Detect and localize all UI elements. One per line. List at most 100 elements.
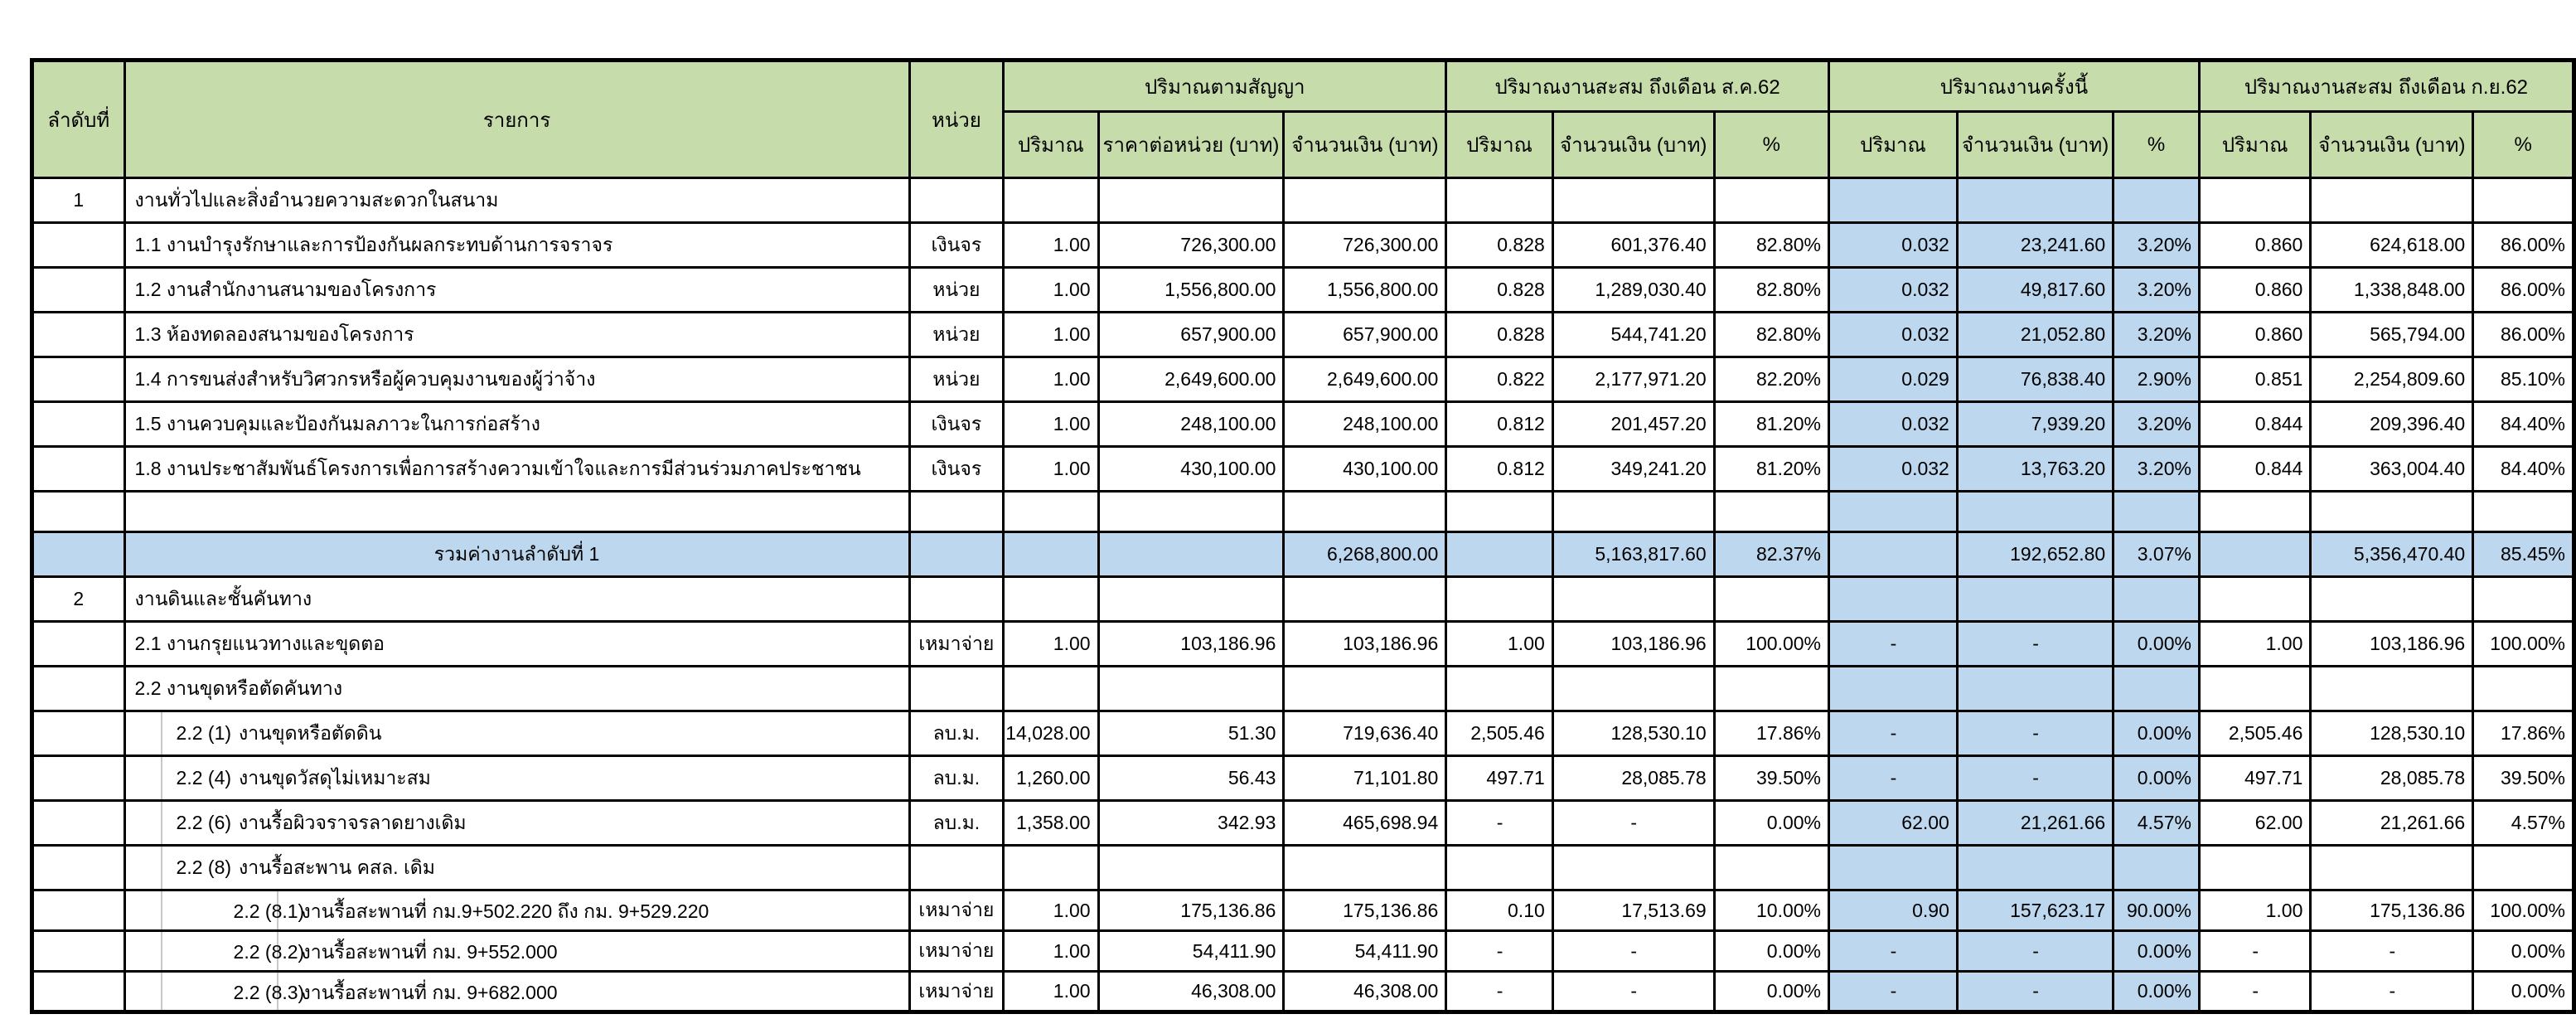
cell-amount_sep: - xyxy=(2309,970,2475,1013)
item-cell: 2.2 งานขุดหรือตัดคันทาง xyxy=(123,665,911,712)
item-label: 2.1 งานกรุยแนวทางและขุดตอ xyxy=(134,633,385,654)
item-label: งานรื้อสะพานที่ กม. 9+682.000 xyxy=(301,982,558,1003)
cell-pct_now: 3.20% xyxy=(2112,221,2201,269)
cell-pct_aug: 81.20% xyxy=(1712,445,1831,493)
group-header-1: ปริมาณงานสะสม ถึงเดือน ส.ค.62 xyxy=(1445,59,1831,113)
table-row: 2.2 (8) งานรื้อสะพาน คสล. เดิม xyxy=(31,844,2575,891)
sub-header-0-0: ปริมาณ xyxy=(1002,110,1100,179)
cell-qty_now: 0.032 xyxy=(1828,445,1959,493)
unit-cell: หน่วย xyxy=(908,266,1005,313)
cell-qty_contract xyxy=(1002,490,1100,533)
cell-amount_aug: 601,376.40 xyxy=(1551,221,1716,269)
cell-qty_now: 0.032 xyxy=(1828,311,1959,358)
cell-unit_price: 56.43 xyxy=(1097,755,1286,802)
cell-amount_contract: 46,308.00 xyxy=(1282,970,1448,1013)
cell-amount_sep: 21,261.66 xyxy=(2309,799,2475,847)
cell-pct_now: 3.07% xyxy=(2112,531,2201,578)
item-label: 1.2 งานสำนักงานสนามของโครงการ xyxy=(134,279,437,300)
cell-amount_contract: 2,649,600.00 xyxy=(1282,356,1448,403)
cell-qty_now xyxy=(1828,665,1959,712)
item-label: งานรื้อสะพาน คสล. เดิม xyxy=(239,856,435,878)
cell-pct_now: 0.00% xyxy=(2112,710,2201,757)
item-label: งานรื้อผิวจราจรลาดยางเดิม xyxy=(239,812,467,833)
table-row: 1.3 ห้องทดลองสนามของโครงการ หน่วย 1.00 657,… xyxy=(31,311,2575,358)
row-number-cell xyxy=(31,970,126,1013)
unit-cell: เหมาจ่าย xyxy=(908,929,1005,973)
unit-cell: เหมาจ่าย xyxy=(908,620,1005,667)
cell-unit_price: 1,556,800.00 xyxy=(1097,266,1286,313)
cell-qty_contract: 1.00 xyxy=(1002,356,1100,403)
item-cell: 2.1 งานกรุยแนวทางและขุดตอ xyxy=(123,620,911,667)
cell-pct_aug xyxy=(1712,575,1831,623)
cell-qty_contract: 1.00 xyxy=(1002,221,1100,269)
cell-unit_price: 54,411.90 xyxy=(1097,929,1286,973)
row-number-cell xyxy=(31,311,126,358)
cell-pct_sep: 86.00% xyxy=(2472,311,2575,358)
row-number-cell xyxy=(31,710,126,757)
sub-header-3-1: จำนวนเงิน (บาท) xyxy=(2309,110,2475,179)
cell-pct_sep xyxy=(2472,490,2575,533)
cell-amount_contract: 465,698.94 xyxy=(1282,799,1448,847)
cell-qty_contract: 1.00 xyxy=(1002,889,1100,932)
unit-cell xyxy=(908,531,1005,578)
cell-amount_sep: 103,186.96 xyxy=(2309,620,2475,667)
group-header-3: ปริมาณงานสะสม ถึงเดือน ก.ย.62 xyxy=(2197,59,2576,113)
item-gridline xyxy=(160,713,162,754)
cell-amount_now: 21,261.66 xyxy=(1955,799,2115,847)
cell-unit_price xyxy=(1097,665,1286,712)
item-label: งานรื้อสะพานที่ กม. 9+552.000 xyxy=(301,941,558,963)
cell-amount_contract: 248,100.00 xyxy=(1282,400,1448,448)
sub-header-3-0: ปริมาณ xyxy=(2197,110,2312,179)
cell-amount_contract: 175,136.86 xyxy=(1282,889,1448,932)
cell-qty_sep xyxy=(2197,844,2312,891)
cell-amount_sep: 5,356,470.40 xyxy=(2309,531,2475,578)
item-label: งานขุดหรือตัดดิน xyxy=(239,722,382,744)
row-number-cell xyxy=(31,221,126,269)
table-row: 1.4 การขนส่งสำหรับวิศวกรหรือผู้ควบคุมงาน… xyxy=(31,356,2575,403)
cell-pct_aug: 17.86% xyxy=(1712,710,1831,757)
col-header-item: รายการ xyxy=(123,59,911,179)
cell-amount_now: - xyxy=(1955,929,2115,973)
cell-qty_aug: 1.00 xyxy=(1445,620,1554,667)
cell-pct_now xyxy=(2112,665,2201,712)
cell-qty_now: - xyxy=(1828,620,1959,667)
cell-amount_aug xyxy=(1551,177,1716,224)
cell-qty_sep: 497.71 xyxy=(2197,755,2312,802)
cell-amount_now xyxy=(1955,844,2115,891)
cell-amount_aug xyxy=(1551,844,1716,891)
cell-amount_aug: 349,241.20 xyxy=(1551,445,1716,493)
cell-pct_aug: 82.80% xyxy=(1712,311,1831,358)
cell-amount_now: 13,763.20 xyxy=(1955,445,2115,493)
cell-qty_contract: 1.00 xyxy=(1002,445,1100,493)
cell-pct_sep: 100.00% xyxy=(2472,889,2575,932)
unit-cell xyxy=(908,575,1005,623)
cell-qty_contract: 1.00 xyxy=(1002,620,1100,667)
cell-amount_aug: 17,513.69 xyxy=(1551,889,1716,932)
unit-cell: เหมาจ่าย xyxy=(908,889,1005,932)
cell-amount_sep: 209,396.40 xyxy=(2309,400,2475,448)
cell-pct_aug: 82.20% xyxy=(1712,356,1831,403)
cell-amount_sep: 2,254,809.60 xyxy=(2309,356,2475,403)
item-gridline xyxy=(276,892,278,929)
cell-qty_sep xyxy=(2197,490,2312,533)
cell-unit_price: 657,900.00 xyxy=(1097,311,1286,358)
cell-amount_contract: 719,636.40 xyxy=(1282,710,1448,757)
cell-amount_sep: 1,338,848.00 xyxy=(2309,266,2475,313)
cell-qty_aug: 0.812 xyxy=(1445,445,1554,493)
table-row: 2.2 (8.1) งานรื้อสะพานที่ กม.9+502.220 ถึ… xyxy=(31,889,2575,932)
row-number-cell xyxy=(31,531,126,578)
cell-amount_now: 49,817.60 xyxy=(1955,266,2115,313)
cell-amount_aug xyxy=(1551,490,1716,533)
cell-amount_contract: 726,300.00 xyxy=(1282,221,1448,269)
cell-pct_aug xyxy=(1712,844,1831,891)
unit-cell xyxy=(908,177,1005,224)
cell-qty_sep: 0.860 xyxy=(2197,221,2312,269)
cell-pct_now: 0.00% xyxy=(2112,755,2201,802)
col-header-unit: หน่วย xyxy=(908,59,1005,179)
cell-amount_sep: 624,618.00 xyxy=(2309,221,2475,269)
item-gridline xyxy=(160,973,162,1010)
cell-amount_now: 76,838.40 xyxy=(1955,356,2115,403)
cell-qty_aug xyxy=(1445,177,1554,224)
item-label: งานทั่วไปและสิ่งอำนวยความสะดวกในสนาม xyxy=(134,189,499,211)
unit-cell xyxy=(908,665,1005,712)
